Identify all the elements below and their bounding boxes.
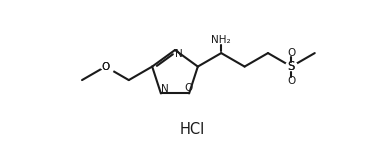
- Text: O: O: [184, 83, 192, 93]
- Text: O: O: [287, 76, 295, 86]
- Text: O: O: [287, 48, 295, 58]
- Text: S: S: [288, 60, 295, 73]
- Text: HCl: HCl: [179, 122, 205, 137]
- Text: N: N: [175, 49, 183, 59]
- Text: N: N: [161, 84, 169, 94]
- Text: NH₂: NH₂: [212, 35, 231, 45]
- Text: O: O: [101, 62, 109, 72]
- Text: O: O: [101, 62, 109, 72]
- Text: S: S: [288, 60, 295, 73]
